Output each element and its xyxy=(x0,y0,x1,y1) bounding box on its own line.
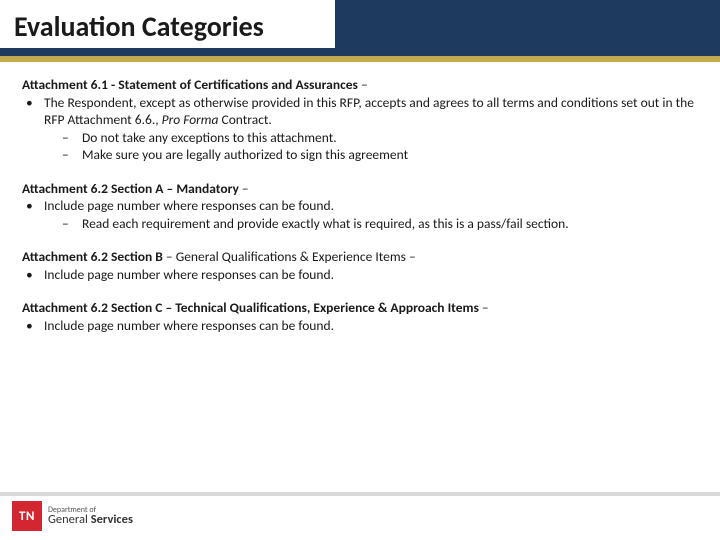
bullet-item: • The Respondent, except as otherwise pr… xyxy=(22,94,698,129)
tn-logo: TN Department of General Services xyxy=(12,501,133,531)
section-heading: Attachment 6.2 Section C – Technical Qua… xyxy=(22,299,698,317)
bullet-item: • Include page number where responses ca… xyxy=(22,197,698,215)
bullet-marker: • xyxy=(26,317,32,335)
footer-divider xyxy=(0,492,720,496)
bullet-marker: • xyxy=(26,94,32,129)
sub-text: Do not take any exceptions to this attac… xyxy=(82,129,337,147)
bullet-text: Include page number where responses can … xyxy=(44,197,334,215)
sub-bullet: – Make sure you are legally authorized t… xyxy=(22,146,698,164)
dash-marker: – xyxy=(62,146,72,164)
sub-text: Read each requirement and provide exactl… xyxy=(82,215,569,233)
dash-marker: – xyxy=(62,129,72,147)
slide-content: Attachment 6.1 - Statement of Certificat… xyxy=(0,62,720,361)
heading-text: Attachment 6.2 Section B xyxy=(22,248,163,265)
bullet-item: • Include page number where responses ca… xyxy=(22,317,698,335)
section-6-2b: Attachment 6.2 Section B – General Quali… xyxy=(22,248,698,283)
slide-header: Evaluation Categories xyxy=(0,0,720,56)
bullet-item: • Include page number where responses ca… xyxy=(22,266,698,284)
dept-name: General Services xyxy=(48,514,133,527)
sub-bullet: – Do not take any exceptions to this att… xyxy=(22,129,698,147)
section-6-1: Attachment 6.1 - Statement of Certificat… xyxy=(22,76,698,164)
bullet-marker: • xyxy=(26,266,32,284)
heading-text: Attachment 6.2 Section C – Technical Qua… xyxy=(22,299,479,316)
heading-text: Attachment 6.1 - Statement of Certificat… xyxy=(22,76,358,93)
heading-text: Attachment 6.2 Section A – Mandatory xyxy=(22,180,239,197)
sub-text: Make sure you are legally authorized to … xyxy=(82,146,408,164)
section-6-2c: Attachment 6.2 Section C – Technical Qua… xyxy=(22,299,698,334)
sub-bullet: – Read each requirement and provide exac… xyxy=(22,215,698,233)
bullet-text: The Respondent, except as otherwise prov… xyxy=(44,94,698,129)
section-heading: Attachment 6.2 Section B – General Quali… xyxy=(22,248,698,266)
page-title: Evaluation Categories xyxy=(14,10,270,44)
bullet-text: Include page number where responses can … xyxy=(44,266,334,284)
tn-square-icon: TN xyxy=(12,501,42,531)
section-6-2a: Attachment 6.2 Section A – Mandatory – •… xyxy=(22,180,698,233)
slide-footer: TN Department of General Services xyxy=(0,492,720,540)
bullet-text: Include page number where responses can … xyxy=(44,317,334,335)
heading-trail: – xyxy=(239,180,249,197)
heading-trail: – xyxy=(358,76,368,93)
section-heading: Attachment 6.1 - Statement of Certificat… xyxy=(22,76,698,94)
dash-marker: – xyxy=(62,215,72,233)
section-heading: Attachment 6.2 Section A – Mandatory – xyxy=(22,180,698,198)
heading-trail: – General Qualifications & Experience It… xyxy=(163,248,416,265)
dept-text: Department of General Services xyxy=(48,506,133,527)
heading-trail: – xyxy=(479,299,489,316)
bullet-marker: • xyxy=(26,197,32,215)
